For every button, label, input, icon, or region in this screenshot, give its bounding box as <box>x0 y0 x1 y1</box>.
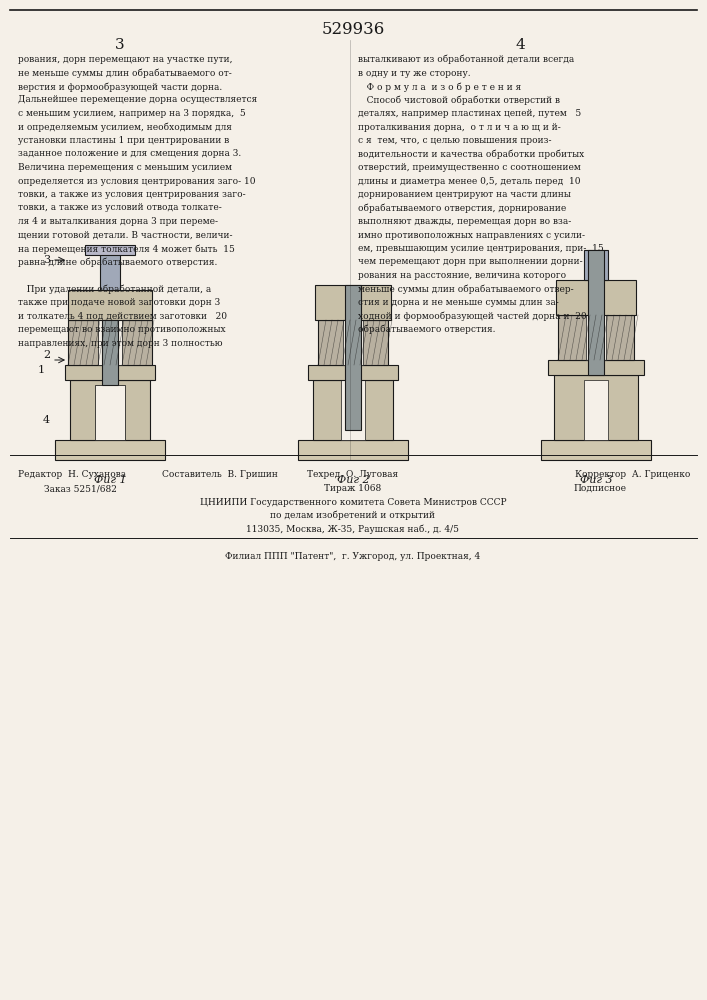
Text: При удалении обработанной детали, а: При удалении обработанной детали, а <box>18 284 211 294</box>
Polygon shape <box>345 285 361 430</box>
Polygon shape <box>556 280 636 315</box>
Text: Фиг 2: Фиг 2 <box>337 475 369 485</box>
Text: равна длине обрабатываемого отверстия.: равна длине обрабатываемого отверстия. <box>18 257 217 267</box>
Polygon shape <box>102 320 118 385</box>
Text: чем перемещают дорн при выполнении дорни-: чем перемещают дорн при выполнении дорни… <box>358 257 583 266</box>
Text: 3: 3 <box>115 38 125 52</box>
Text: по делам изобретений и открытий: по делам изобретений и открытий <box>271 511 436 520</box>
Polygon shape <box>584 250 608 280</box>
Polygon shape <box>341 380 365 440</box>
Polygon shape <box>315 285 391 320</box>
Polygon shape <box>298 440 408 460</box>
Text: верстия и формообразующей части дорна.: верстия и формообразующей части дорна. <box>18 82 222 92</box>
Text: рования, дорн перемещают на участке пути,: рования, дорн перемещают на участке пути… <box>18 55 233 64</box>
Text: выполняют дважды, перемещая дорн во вза-: выполняют дважды, перемещая дорн во вза- <box>358 217 571 226</box>
Text: обрабатываемого отверстия, дорнирование: обрабатываемого отверстия, дорнирование <box>358 204 566 213</box>
Polygon shape <box>68 320 152 365</box>
Text: Заказ 5251/682: Заказ 5251/682 <box>44 484 117 493</box>
Text: ходной и формообразующей частей дорна и  20: ходной и формообразующей частей дорна и … <box>358 312 587 321</box>
Polygon shape <box>584 380 608 440</box>
Polygon shape <box>554 375 638 440</box>
Text: деталях, например пластинах цепей, путем   5: деталях, например пластинах цепей, путем… <box>358 109 581 118</box>
Text: ем, превышающим усилие центрирования, при-  15: ем, превышающим усилие центрирования, пр… <box>358 244 604 253</box>
Text: определяется из условия центрирования заго- 10: определяется из условия центрирования за… <box>18 176 255 186</box>
Polygon shape <box>588 250 604 375</box>
Text: 529936: 529936 <box>322 21 385 38</box>
Text: отверстий, преимущественно с соотношением: отверстий, преимущественно с соотношение… <box>358 163 580 172</box>
Text: 4: 4 <box>515 38 525 52</box>
Text: длины и диаметра менее 0,5, деталь перед  10: длины и диаметра менее 0,5, деталь перед… <box>358 176 580 186</box>
Text: выталкивают из обработанной детали всегда: выталкивают из обработанной детали всегд… <box>358 55 574 64</box>
Text: Величина перемещения с меньшим усилием: Величина перемещения с меньшим усилием <box>18 163 232 172</box>
Polygon shape <box>308 365 398 380</box>
Polygon shape <box>558 315 634 360</box>
Text: 4: 4 <box>43 415 50 425</box>
Text: щении готовой детали. В частности, величи-: щении готовой детали. В частности, велич… <box>18 231 233 239</box>
Polygon shape <box>70 380 150 440</box>
Text: заданное положение и для смещения дорна 3.: заданное положение и для смещения дорна … <box>18 149 241 158</box>
Text: перемещают во взаимно противоположных: перемещают во взаимно противоположных <box>18 325 226 334</box>
Text: Корректор  А. Гриценко: Корректор А. Гриценко <box>575 470 690 479</box>
Text: дорнированием центрируют на части длины: дорнированием центрируют на части длины <box>358 190 571 199</box>
Text: Подписное: Подписное <box>573 484 626 493</box>
Polygon shape <box>65 365 155 380</box>
Text: 3: 3 <box>43 255 50 265</box>
Text: товки, а также из условия центрирования заго-: товки, а также из условия центрирования … <box>18 190 245 199</box>
Text: Фиг 1: Фиг 1 <box>94 475 127 485</box>
Text: рования на расстояние, величина которого: рования на расстояние, величина которого <box>358 271 566 280</box>
Text: ЦНИИПИ Государственного комитета Совета Министров СССР: ЦНИИПИ Государственного комитета Совета … <box>199 498 506 507</box>
Text: Техред  О. Луговая: Техред О. Луговая <box>308 470 399 479</box>
Text: Филиал ППП "Патент",  г. Ужгород, ул. Проектная, 4: Филиал ППП "Патент", г. Ужгород, ул. Про… <box>226 552 481 561</box>
Polygon shape <box>55 440 165 460</box>
Text: товки, а также из условий отвода толкате-: товки, а также из условий отвода толкате… <box>18 204 222 213</box>
Polygon shape <box>548 360 644 375</box>
Polygon shape <box>586 315 606 360</box>
Text: обрабатываемого отверстия.: обрабатываемого отверстия. <box>358 325 496 334</box>
Text: не меньше суммы длин обрабатываемого от-: не меньше суммы длин обрабатываемого от- <box>18 68 232 78</box>
Polygon shape <box>313 380 393 440</box>
Text: Способ чистовой обработки отверстий в: Способ чистовой обработки отверстий в <box>358 96 560 105</box>
Text: 2: 2 <box>43 350 50 360</box>
Text: и определяемым усилием, необходимым для: и определяемым усилием, необходимым для <box>18 122 232 132</box>
Text: в одну и ту же сторону.: в одну и ту же сторону. <box>358 68 471 78</box>
Polygon shape <box>343 320 363 365</box>
Text: проталкивания дорна,  о т л и ч а ю щ и й-: проталкивания дорна, о т л и ч а ю щ и й… <box>358 122 561 131</box>
Polygon shape <box>318 320 388 365</box>
Polygon shape <box>541 440 651 460</box>
Text: на перемещения толкателя 4 может быть  15: на перемещения толкателя 4 может быть 15 <box>18 244 235 253</box>
Polygon shape <box>95 385 125 440</box>
Text: 113035, Москва, Ж-35, Раушская наб., д. 4/5: 113035, Москва, Ж-35, Раушская наб., д. … <box>247 524 460 534</box>
Text: Составитель  В. Гришин: Составитель В. Гришин <box>162 470 278 479</box>
Text: с меньшим усилием, например на 3 порядка,  5: с меньшим усилием, например на 3 порядка… <box>18 109 246 118</box>
Text: имно противоположных направлениях с усили-: имно противоположных направлениях с усил… <box>358 231 585 239</box>
Text: Дальнейшее перемещение дорна осуществляется: Дальнейшее перемещение дорна осуществляе… <box>18 96 257 104</box>
Text: ля 4 и выталкивания дорна 3 при переме-: ля 4 и выталкивания дорна 3 при переме- <box>18 217 218 226</box>
Text: меньше суммы длин обрабатываемого отвер-: меньше суммы длин обрабатываемого отвер- <box>358 284 573 294</box>
Text: установки пластины 1 при центрировании в: установки пластины 1 при центрировании в <box>18 136 229 145</box>
Text: Тираж 1068: Тираж 1068 <box>325 484 382 493</box>
Text: с я  тем, что, с целью повышения произ-: с я тем, что, с целью повышения произ- <box>358 136 551 145</box>
Polygon shape <box>85 245 135 255</box>
Text: 1: 1 <box>38 365 45 375</box>
Text: Фиг 3: Фиг 3 <box>580 475 612 485</box>
Text: направлениях, при этом дорн 3 полностью: направлениях, при этом дорн 3 полностью <box>18 338 223 348</box>
Text: стия и дорна и не меньше суммы длин за-: стия и дорна и не меньше суммы длин за- <box>358 298 559 307</box>
Polygon shape <box>98 320 122 365</box>
Text: также при подаче новой заготовки дорн 3: также при подаче новой заготовки дорн 3 <box>18 298 221 307</box>
Text: Редактор  Н. Суханова: Редактор Н. Суханова <box>18 470 126 479</box>
Text: водительности и качества обработки пробитых: водительности и качества обработки проби… <box>358 149 584 159</box>
Text: и толкатель 4 под действием заготовки   20: и толкатель 4 под действием заготовки 20 <box>18 312 227 320</box>
Text: Ф о р м у л а  и з о б р е т е н и я: Ф о р м у л а и з о б р е т е н и я <box>358 82 521 92</box>
Polygon shape <box>100 250 120 290</box>
Polygon shape <box>68 290 152 320</box>
